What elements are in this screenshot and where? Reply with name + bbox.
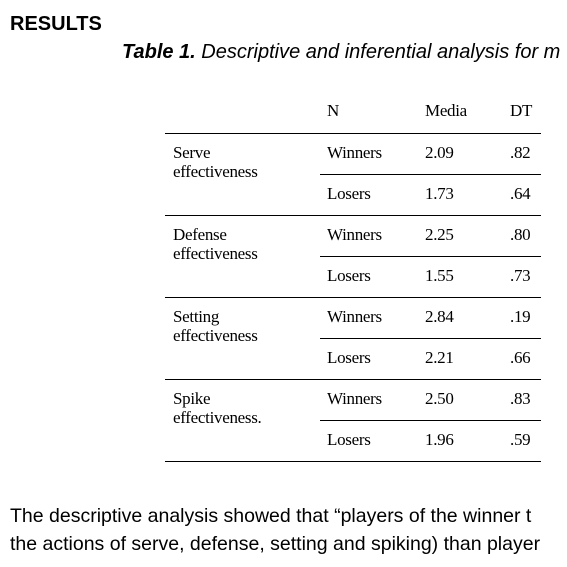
table-cell: .64 [510,184,531,203]
column-header: Media [425,101,467,120]
table-cell: .80 [510,225,531,244]
table-rule [165,215,541,216]
table-cell: 2.84 [425,307,454,326]
table-cell: .59 [510,430,531,449]
table-cell: Losers [327,430,371,449]
group-label: Spike effectiveness. [173,389,262,427]
table-rule [320,420,541,421]
table-cell: .66 [510,348,531,367]
table-cell: 1.73 [425,184,454,203]
table-cell: 2.25 [425,225,454,244]
column-header: N [327,101,339,120]
table-cell: .73 [510,266,531,285]
table-cell: Winners [327,307,382,326]
caption-text: Descriptive and inferential analysis for… [201,41,561,63]
table-rule [165,297,541,298]
table-cell: Winners [327,225,382,244]
column-header: DT [510,101,533,120]
group-label: Defense effectiveness [173,225,258,263]
paragraph-line: The descriptive analysis showed that “pl… [10,505,532,527]
table-rule [320,174,541,175]
table-cell: Losers [327,348,371,367]
table-cell: Losers [327,266,371,285]
group-label: Serve effectiveness [173,143,258,181]
table-caption: Table 1. Descriptive and inferential ana… [122,41,560,64]
table-rule [320,256,541,257]
table-cell: Winners [327,143,382,162]
table-cell: 1.55 [425,266,454,285]
table-cell: 1.96 [425,430,454,449]
group-label: Setting effectiveness [173,307,258,345]
paragraph-line: the actions of serve, defense, setting a… [10,533,541,555]
table-cell: Winners [327,389,382,408]
table-rule [165,461,541,462]
table-rule [320,338,541,339]
table-rule [165,379,541,380]
table-cell: 2.09 [425,143,454,162]
table-cell: .19 [510,307,531,326]
table-cell: Losers [327,184,371,203]
table-cell: .82 [510,143,531,162]
section-heading: RESULTS [10,13,102,35]
table-cell: 2.21 [425,348,454,367]
table-rule [165,133,541,134]
caption-label: Table 1. [122,41,196,63]
table-cell: .83 [510,389,531,408]
table-cell: 2.50 [425,389,454,408]
